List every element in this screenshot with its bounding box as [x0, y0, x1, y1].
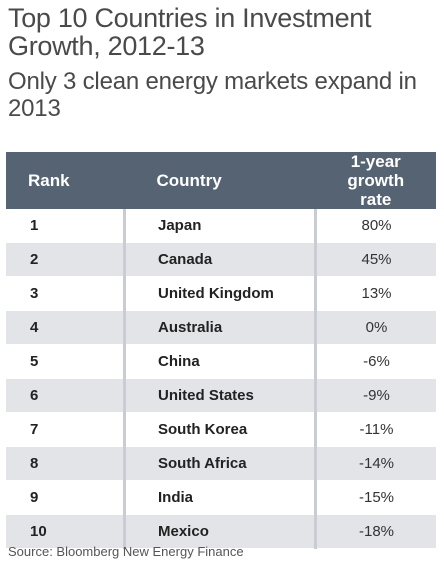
growth-cell: 80%: [314, 209, 436, 243]
growth-cell: -11%: [314, 412, 436, 447]
table-row: 2 Canada 45%: [6, 242, 436, 277]
country-cell: Mexico: [123, 514, 316, 549]
rank-cell: 1: [6, 209, 125, 243]
column-header-country: Country: [124, 152, 316, 209]
rank-cell: 3: [6, 276, 125, 311]
country-cell: India: [123, 480, 316, 515]
rank-cell: 9: [6, 480, 125, 515]
country-cell: Japan: [123, 209, 316, 243]
growth-cell: -6%: [314, 344, 436, 379]
table-row: 8 South Africa -14%: [6, 446, 436, 481]
growth-cell: 45%: [314, 242, 436, 277]
growth-cell: 0%: [314, 310, 436, 345]
rank-cell: 4: [6, 310, 125, 345]
growth-cell: 13%: [314, 276, 436, 311]
chart-subtitle: Only 3 clean energy markets expand in 20…: [8, 68, 417, 122]
rank-cell: 8: [6, 446, 125, 481]
country-cell: Australia: [123, 310, 316, 345]
table-row: 9 India -15%: [6, 480, 436, 515]
country-cell: United States: [123, 378, 316, 413]
country-cell: United Kingdom: [123, 276, 316, 311]
country-cell: South Korea: [123, 412, 316, 447]
growth-cell: -18%: [314, 514, 436, 549]
rank-cell: 10: [6, 514, 125, 549]
growth-table: Rank Country 1-year growth rate 1 Japan 80…: [6, 152, 436, 549]
growth-cell: -15%: [314, 480, 436, 515]
chart-title: Top 10 Countries in Investment Growth, 2…: [8, 3, 372, 61]
rank-cell: 6: [6, 378, 125, 413]
country-cell: South Africa: [123, 446, 316, 481]
country-cell: China: [123, 344, 316, 379]
table-row: 6 United States -9%: [6, 378, 436, 413]
column-header-rank: Rank: [6, 152, 125, 209]
growth-cell: -14%: [314, 446, 436, 481]
rank-cell: 5: [6, 344, 125, 379]
table-row: 1 Japan 80%: [6, 209, 436, 243]
table-row: 4 Australia 0%: [6, 310, 436, 345]
table-row: 7 South Korea -11%: [6, 412, 436, 447]
growth-cell: -9%: [314, 378, 436, 413]
column-header-growth: 1-year growth rate: [315, 152, 436, 209]
table-header-row: Rank Country 1-year growth rate: [6, 152, 436, 209]
table-row: 3 United Kingdom 13%: [6, 276, 436, 311]
table-row: 10 Mexico -18%: [6, 514, 436, 549]
country-cell: Canada: [123, 242, 316, 277]
table-row: 5 China -6%: [6, 344, 436, 379]
rank-cell: 2: [6, 242, 125, 277]
source-note: Source: Bloomberg New Energy Finance: [8, 544, 244, 559]
table-body: 1 Japan 80% 2 Canada 45% 3 United Kingdom 13% 4 Au…: [6, 209, 436, 549]
rank-cell: 7: [6, 412, 125, 447]
